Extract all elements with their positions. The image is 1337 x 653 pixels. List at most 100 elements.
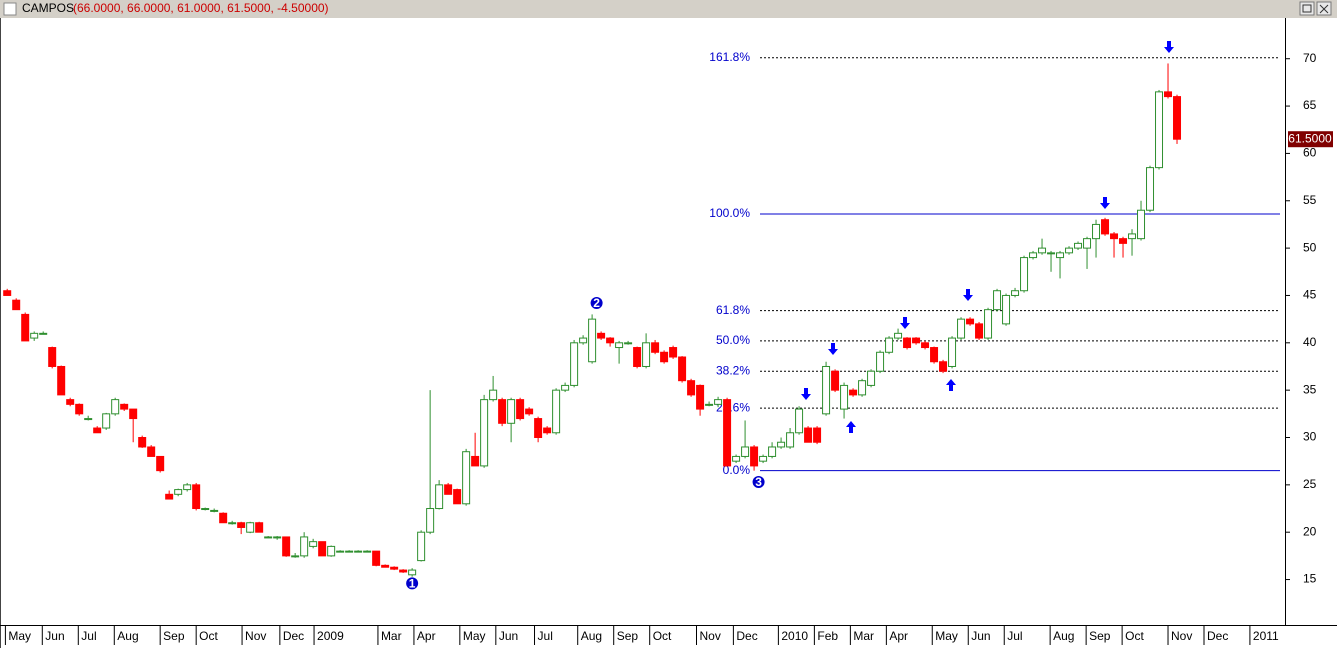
candle-body — [1083, 238, 1092, 249]
candle-body — [273, 536, 282, 539]
chart-subtitle: (66.0000, 66.0000, 61.0000, 61.5000, -4.… — [73, 1, 329, 15]
candle-body — [183, 484, 192, 491]
candle-body — [471, 455, 480, 467]
x-tick-label: Mar — [381, 629, 402, 643]
x-tick-label: Sep — [617, 629, 639, 643]
y-tick-label: 70 — [1303, 51, 1317, 65]
candle-body — [21, 313, 30, 342]
candle-body — [102, 413, 111, 429]
candle-body — [246, 522, 255, 533]
candle-body — [1110, 233, 1119, 240]
candle-body — [696, 384, 705, 410]
candle-body — [660, 351, 669, 363]
x-tick-label: May — [463, 629, 486, 643]
candle-body — [831, 370, 840, 391]
x-tick-label: Aug — [581, 629, 602, 643]
x-tick-label: Aug — [117, 629, 138, 643]
candle-body — [561, 384, 570, 391]
candle-body — [1029, 252, 1038, 259]
candle-body — [975, 323, 984, 339]
x-tick-label: Aug — [1053, 629, 1074, 643]
candle-body — [147, 446, 156, 457]
candle-body — [516, 399, 525, 420]
x-tick-label: Feb — [817, 629, 838, 643]
candle-body — [174, 489, 183, 495]
x-tick-label: Sep — [1089, 629, 1111, 643]
candle-body — [1011, 290, 1020, 296]
candle-body — [129, 408, 138, 420]
down-arrow — [828, 343, 838, 355]
candle-body — [399, 569, 408, 573]
x-tick-label: Dec — [283, 629, 304, 643]
candle-body — [957, 318, 966, 339]
candle-body — [57, 365, 66, 396]
candle-body — [489, 389, 498, 401]
x-tick-label: 2010 — [781, 629, 808, 643]
candle-body — [813, 427, 822, 443]
x-tick-label: May — [8, 629, 31, 643]
candle-body — [552, 389, 561, 434]
candle-body — [1047, 252, 1056, 255]
candle-body — [165, 493, 174, 500]
signal-arrows — [801, 41, 1174, 433]
candle-body — [921, 342, 930, 349]
candle-body — [795, 408, 804, 434]
candle-body — [885, 337, 894, 353]
candle-body — [228, 522, 237, 525]
candle-body — [345, 550, 354, 553]
candle-body — [525, 408, 534, 415]
candle-body — [543, 427, 552, 434]
candle-body — [1065, 247, 1074, 254]
candle-body — [1101, 219, 1110, 235]
down-arrow — [1164, 41, 1174, 53]
candle-body — [759, 455, 768, 462]
y-tick-label: 55 — [1303, 193, 1317, 207]
restore-icon — [1302, 4, 1312, 13]
candle-body — [264, 536, 273, 539]
candle-body — [462, 451, 471, 505]
candle-body — [642, 342, 651, 367]
x-tick-label: 2009 — [317, 629, 344, 643]
candle-body — [1119, 238, 1128, 244]
candle-body — [984, 309, 993, 339]
candle-body — [336, 550, 345, 553]
annotation-label: 2 — [593, 296, 600, 310]
candle-body — [687, 380, 696, 396]
y-tick-label: 60 — [1303, 146, 1317, 160]
y-tick-label: 45 — [1303, 288, 1317, 302]
candle-body — [624, 342, 633, 345]
candle-body — [570, 342, 579, 386]
candle-body — [192, 484, 201, 510]
x-tick-label: Nov — [699, 629, 720, 643]
candle-body — [1074, 242, 1083, 249]
candle-body — [282, 536, 291, 557]
candle-body — [534, 418, 543, 439]
x-tick-label: Jun — [971, 629, 990, 643]
candle-body — [633, 347, 642, 367]
x-tick-label: May — [935, 629, 958, 643]
candle-body — [1092, 223, 1101, 240]
candle-body — [318, 541, 327, 557]
candle-body — [651, 342, 660, 353]
candle-body — [732, 455, 741, 462]
candle-body — [363, 550, 372, 553]
candle-body — [1128, 233, 1137, 240]
chart-title: CAMPOS — [22, 1, 74, 15]
down-arrow — [900, 317, 910, 329]
candle-body — [93, 427, 102, 434]
candle-body — [300, 536, 309, 557]
candle-body — [588, 318, 597, 363]
restore-button[interactable] — [1299, 1, 1315, 16]
candle-body — [309, 541, 318, 547]
candle-body — [741, 446, 750, 457]
candle-body — [1056, 252, 1065, 259]
x-tick-label: Jun — [45, 629, 64, 643]
x-tick-label: Nov — [1171, 629, 1192, 643]
candle-body — [1137, 209, 1146, 240]
candle-body — [291, 555, 300, 558]
candle-body — [750, 446, 759, 467]
x-tick-label: Nov — [245, 629, 266, 643]
candle-body — [768, 446, 777, 457]
candle-body — [498, 399, 507, 424]
candle-body — [66, 399, 75, 405]
